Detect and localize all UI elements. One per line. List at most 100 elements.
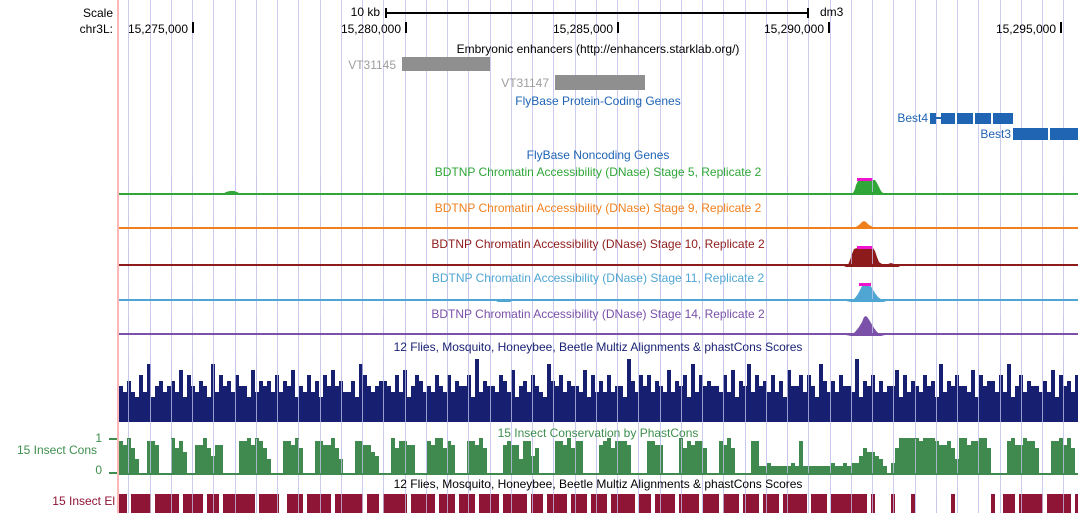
gridline-overlay bbox=[1020, 316, 1022, 333]
coordinate-tick bbox=[192, 22, 194, 33]
gridline-overlay bbox=[872, 357, 874, 422]
multiz-bar bbox=[387, 386, 391, 422]
gridline-overlay bbox=[702, 494, 704, 513]
element-block bbox=[243, 494, 247, 513]
coordinate-label: 15,280,000 bbox=[340, 22, 401, 36]
phastcons-bar bbox=[479, 437, 483, 473]
phastcons-bar bbox=[659, 444, 663, 473]
phastcons-bar bbox=[687, 441, 691, 473]
multiz-bar bbox=[595, 391, 599, 422]
element-block bbox=[415, 494, 419, 513]
multiz-bar bbox=[1003, 391, 1007, 422]
phastcons-bar bbox=[571, 448, 575, 473]
phastcons-bar bbox=[931, 437, 935, 473]
phastcons-bar bbox=[1023, 437, 1027, 473]
gridline-overlay bbox=[744, 215, 746, 226]
multiz-bar bbox=[875, 391, 879, 422]
phastcons-bar bbox=[151, 441, 155, 473]
gridline-overlay bbox=[893, 357, 895, 422]
gridline-overlay bbox=[872, 316, 874, 333]
gridline-overlay bbox=[659, 316, 661, 333]
phastcons-bar bbox=[523, 441, 527, 473]
gridline-overlay bbox=[277, 439, 279, 473]
gridline-overlay bbox=[723, 316, 725, 333]
element-block bbox=[411, 494, 415, 513]
multiz-bar bbox=[571, 386, 575, 422]
element-block bbox=[611, 494, 615, 513]
gridline-overlay bbox=[468, 246, 470, 264]
gridline-overlay bbox=[362, 215, 364, 226]
multiz-bar bbox=[607, 375, 611, 422]
multiz-bar bbox=[419, 380, 423, 422]
gridline-overlay bbox=[277, 178, 279, 192]
element-block bbox=[1055, 494, 1059, 513]
phastcons-bar bbox=[211, 455, 215, 473]
element-block bbox=[1023, 494, 1027, 513]
element-block bbox=[667, 494, 671, 513]
signal-baseline bbox=[118, 264, 1078, 266]
gridline-overlay bbox=[872, 494, 874, 513]
gridline-overlay bbox=[702, 316, 704, 333]
phastcons-bar bbox=[319, 441, 323, 473]
element-block bbox=[511, 494, 515, 513]
gridline-overlay bbox=[744, 439, 746, 473]
gridline-overlay bbox=[595, 178, 597, 192]
gene-label: Best4 bbox=[897, 111, 928, 125]
gridline-overlay bbox=[425, 246, 427, 264]
multiz-bar bbox=[1059, 375, 1063, 422]
phastcons-axis-max-label: 1 bbox=[95, 431, 102, 445]
multiz-bar bbox=[143, 391, 147, 422]
gridline-overlay bbox=[638, 246, 640, 264]
gridline-overlay bbox=[213, 494, 215, 513]
gridline-overlay bbox=[702, 178, 704, 192]
gridline-overlay bbox=[447, 494, 449, 513]
gridline-overlay bbox=[532, 316, 534, 333]
element-block bbox=[171, 494, 175, 513]
phastcons-bar bbox=[839, 466, 843, 473]
gridline-overlay bbox=[999, 178, 1001, 192]
phastcons-bar bbox=[1027, 441, 1031, 473]
gridline-overlay bbox=[319, 178, 321, 192]
element-block bbox=[1051, 494, 1055, 513]
gridline-overlay bbox=[978, 246, 980, 264]
track-title-dnase-stage5: BDTNP Chromatin Accessibility (DNase) St… bbox=[434, 165, 762, 179]
multiz-bar bbox=[983, 386, 987, 422]
element-block bbox=[271, 494, 275, 513]
element-block bbox=[1059, 494, 1063, 513]
gridline-overlay bbox=[489, 494, 491, 513]
phastcons-bar bbox=[627, 444, 631, 473]
gridline-overlay bbox=[489, 439, 491, 473]
gridline-overlay bbox=[192, 178, 194, 192]
multiz-bar bbox=[1063, 386, 1067, 422]
multiz-bar bbox=[823, 380, 827, 422]
gridline-overlay bbox=[617, 215, 619, 226]
scalebar-right-tick bbox=[807, 8, 809, 18]
gridline-overlay bbox=[128, 316, 130, 333]
gridline-overlay bbox=[489, 178, 491, 192]
gridline-overlay bbox=[935, 246, 937, 264]
element-block bbox=[315, 494, 319, 513]
multiz-bar bbox=[567, 380, 571, 422]
gridline-overlay bbox=[680, 215, 682, 226]
phastcons-bar bbox=[731, 448, 735, 473]
gridline-overlay bbox=[362, 439, 364, 473]
gridline-overlay bbox=[935, 316, 937, 333]
gridline-overlay bbox=[659, 439, 661, 473]
phastcons-bar bbox=[727, 437, 731, 473]
phastcons-bar bbox=[123, 444, 127, 473]
multiz-bar bbox=[1075, 375, 1078, 422]
multiz-bar bbox=[583, 369, 587, 422]
multiz-bar bbox=[627, 358, 631, 422]
phastcons-bar bbox=[255, 437, 259, 473]
signal-baseline bbox=[118, 193, 1078, 195]
multiz-bar bbox=[427, 386, 431, 422]
multiz-bar bbox=[663, 391, 667, 422]
gridline-overlay bbox=[829, 439, 831, 473]
phastcons-bar bbox=[503, 444, 507, 473]
scalebar-size-label: 10 kb bbox=[350, 5, 380, 19]
element-block bbox=[583, 494, 587, 513]
